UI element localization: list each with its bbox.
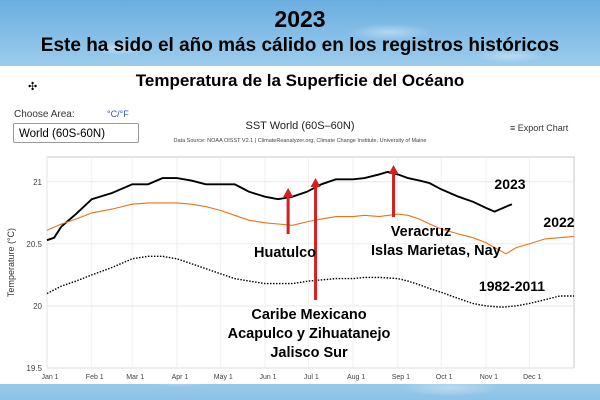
annotation-label: Huatulco (254, 245, 316, 261)
y-tick-label: 20 (33, 302, 42, 311)
headline-subtitle: Este ha sido el año más cálido en los re… (40, 35, 560, 56)
annotation-label: Caribe Mexicano (251, 307, 366, 323)
y-tick-label: 21 (33, 178, 42, 187)
series-line-2022 (46, 202, 575, 255)
arrow-head (310, 178, 321, 187)
annotation-label: Veracruz (391, 224, 451, 240)
series-label-2023: 2023 (494, 176, 525, 192)
x-tick-label: Aug 1 (347, 374, 365, 381)
chart-title: SST World (60S–60N) (245, 120, 354, 132)
area-select[interactable]: World (60S-60N) (13, 123, 139, 143)
series-line-1982-2011 (46, 255, 574, 308)
annotation-label: Acapulco y Zihuatanejo (228, 326, 391, 342)
x-tick-label: Jan 1 (41, 374, 58, 381)
choose-area-label: Choose Area: (14, 109, 75, 120)
y-tick-label: 20.5 (26, 240, 42, 249)
y-axis-label: Temperature (°C) (6, 228, 16, 297)
panel-title: Temperatura de la Superficie del Océano (135, 71, 465, 90)
x-tick-label: Jun 1 (259, 374, 276, 381)
export-chart-button[interactable]: ≡ Export Chart (510, 123, 568, 133)
x-tick-label: Sep 1 (392, 374, 410, 381)
sst-chart: SST World (60S–60N) Data Source: NOAA OIS… (6, 120, 575, 381)
menu-icon: ≡ (510, 123, 516, 133)
series-label-2022: 2022 (543, 214, 574, 230)
x-tick-label: Nov 1 (480, 374, 498, 381)
cursor-icon: ✣ (28, 81, 38, 93)
arrow-head (388, 165, 399, 174)
annotation-label: Islas Marietas, Nay (371, 243, 501, 259)
y-tick-label: 19.5 (26, 364, 42, 373)
series-label-1982-2011: 1982-2011 (479, 278, 545, 294)
annotation-label: Jalisco Sur (270, 345, 348, 361)
x-tick-label: Feb 1 (86, 374, 104, 381)
water-footer (0, 384, 600, 400)
x-tick-label: Oct 1 (436, 374, 453, 381)
x-tick-label: Jul 1 (304, 374, 319, 381)
unit-toggle[interactable]: °C/°F (107, 109, 129, 119)
x-tick-label: Mar 1 (126, 374, 144, 381)
x-tick-label: Apr 1 (172, 374, 189, 381)
chart-source: Data Source: NOAA OISST V2.1 | ClimateRe… (174, 138, 427, 144)
headline-year: 2023 (274, 6, 326, 32)
x-tick-label: Dec 1 (523, 374, 541, 381)
arrow-head (283, 188, 294, 197)
export-chart-label: Export Chart (517, 123, 569, 133)
x-tick-label: May 1 (214, 374, 233, 381)
